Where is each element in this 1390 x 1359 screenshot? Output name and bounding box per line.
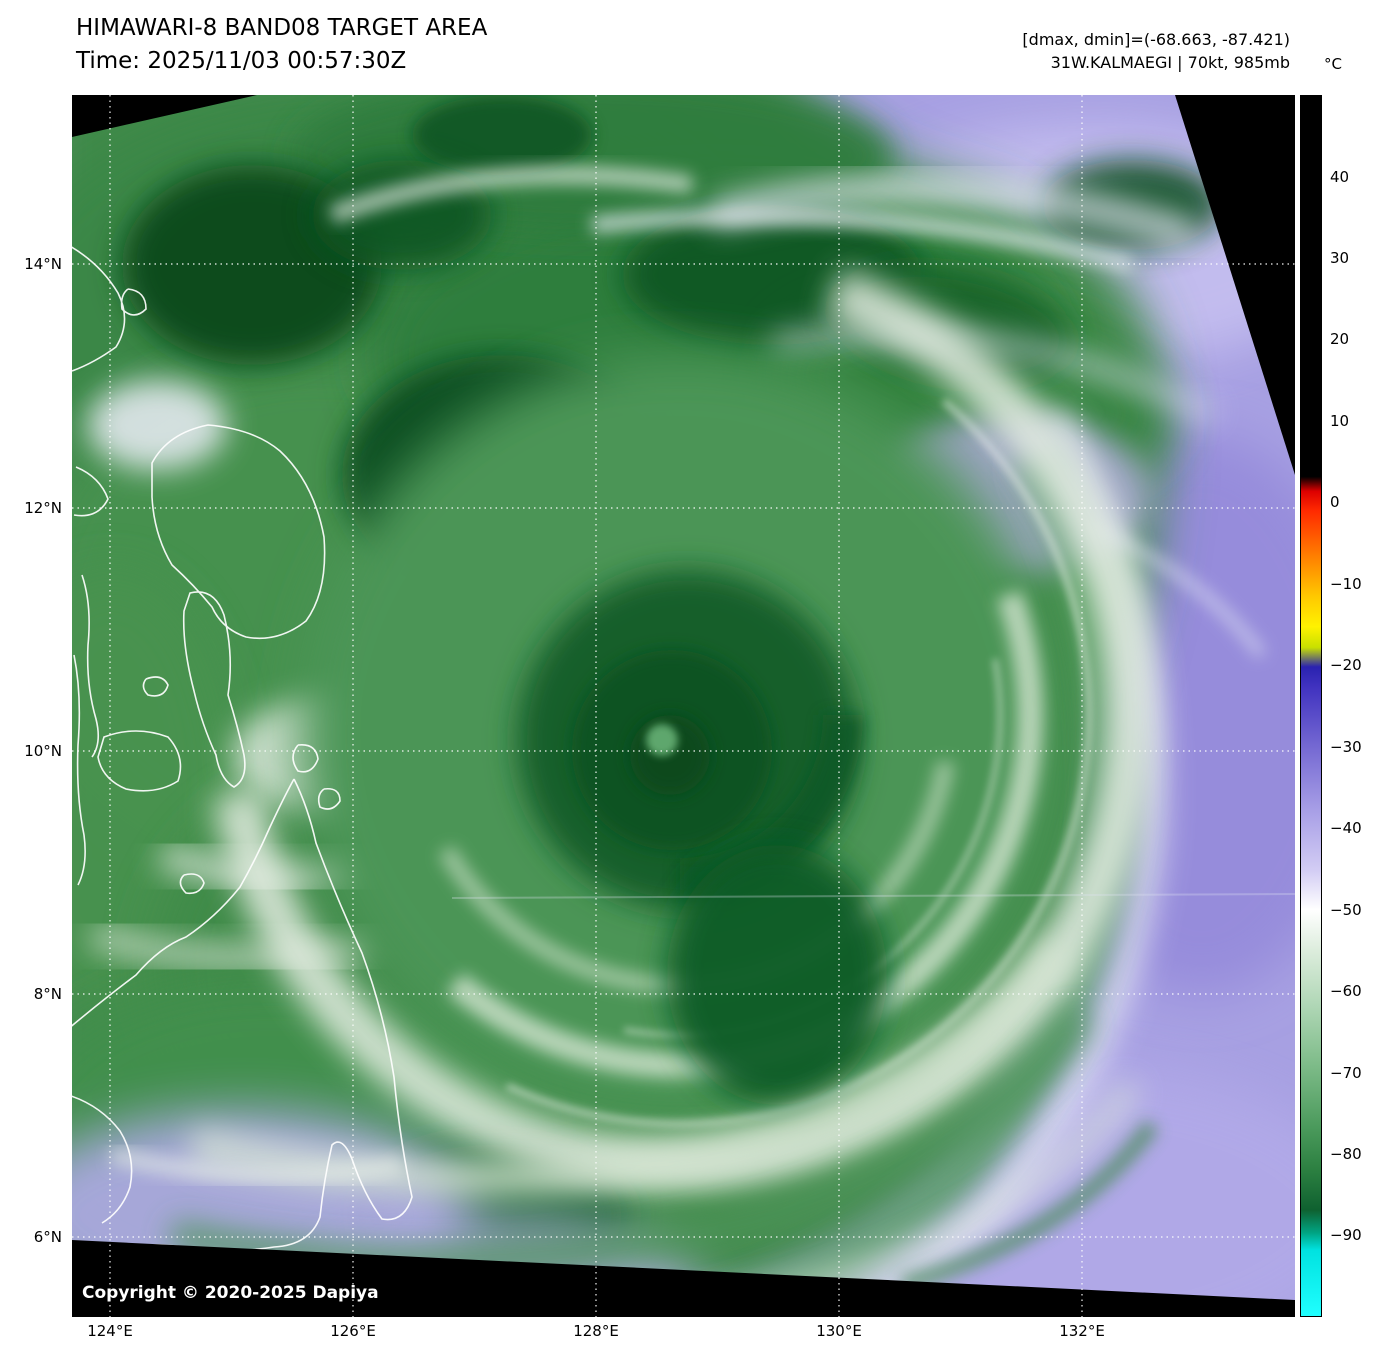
colorbar-unit-label: °C bbox=[1324, 55, 1342, 73]
colorbar-tick-label: −80 bbox=[1330, 1145, 1362, 1163]
figure-header-right: [dmax, dmin]=(-68.663, -87.421) 31W.KALM… bbox=[1022, 28, 1290, 74]
colorbar-tick-label: 30 bbox=[1330, 249, 1350, 267]
coastline-catanduanes bbox=[120, 288, 147, 316]
coastline-mindanao-north bbox=[72, 778, 295, 1027]
coastline-samar bbox=[151, 424, 326, 640]
scan-seam bbox=[451, 893, 1295, 899]
colorbar-tick-label: −20 bbox=[1330, 656, 1362, 674]
coastline-bohol bbox=[97, 730, 182, 792]
coastline-camotes bbox=[142, 676, 169, 697]
no-data-bottom bbox=[72, 1240, 1295, 1317]
lat-tick-label: 8°N bbox=[33, 985, 62, 1003]
colorbar-tick-label: 10 bbox=[1330, 412, 1350, 430]
lat-tick-label: 12°N bbox=[24, 499, 62, 517]
figure-header: HIMAWARI-8 BAND08 TARGET AREA Time: 2025… bbox=[76, 12, 487, 78]
coastline-camiguin bbox=[179, 873, 205, 895]
typhoon-eye bbox=[646, 724, 678, 756]
coastline-siargao bbox=[317, 787, 341, 810]
graticule-gridlines bbox=[72, 95, 1295, 1317]
lat-tick-label: 10°N bbox=[24, 742, 62, 760]
lon-tick-label: 126°E bbox=[330, 1322, 376, 1340]
lon-tick-label: 124°E bbox=[87, 1322, 133, 1340]
lon-tick-label: 130°E bbox=[816, 1322, 862, 1340]
colorbar-tick-label: −10 bbox=[1330, 575, 1362, 593]
coastline-masbate bbox=[73, 466, 109, 517]
coastline-negros bbox=[73, 654, 86, 886]
colorbar-tick-label: 40 bbox=[1330, 168, 1350, 186]
colorbar-tick-label: 20 bbox=[1330, 330, 1350, 348]
no-data-regions bbox=[72, 95, 1295, 1317]
plot-area: Copyright © 2020-2025 Dapiya bbox=[72, 95, 1295, 1317]
copyright-label: Copyright © 2020-2025 Dapiya bbox=[82, 1283, 379, 1303]
dmax-dmin-label: [dmax, dmin]=(-68.663, -87.421) bbox=[1022, 30, 1290, 49]
no-data-top-left bbox=[72, 95, 257, 137]
no-data-top-right bbox=[1175, 95, 1295, 475]
colorbar-tick-label: −70 bbox=[1330, 1064, 1362, 1082]
colorbar-tick-label: 0 bbox=[1330, 493, 1340, 511]
coastline-moro-gulf bbox=[72, 1095, 133, 1224]
colorbar-tick-label: −30 bbox=[1330, 738, 1362, 756]
colorbar-tick-label: −50 bbox=[1330, 901, 1362, 919]
coastline-cebu bbox=[81, 574, 100, 758]
lat-tick-label: 14°N bbox=[24, 255, 62, 273]
colorbar-tick-label: −90 bbox=[1330, 1226, 1362, 1244]
satellite-image bbox=[72, 95, 1295, 1317]
lat-tick-label: 6°N bbox=[33, 1228, 62, 1246]
page-title: HIMAWARI-8 BAND08 TARGET AREA bbox=[76, 15, 488, 41]
time-label: Time: 2025/11/03 00:57:30Z bbox=[76, 48, 407, 74]
colorbar bbox=[1300, 95, 1322, 1317]
colorbar-tick-label: −60 bbox=[1330, 982, 1362, 1000]
coastline-leyte bbox=[182, 591, 246, 788]
lon-tick-label: 128°E bbox=[573, 1322, 619, 1340]
coastline-dinagat bbox=[292, 743, 319, 773]
lon-tick-label: 132°E bbox=[1059, 1322, 1105, 1340]
storm-info-label: 31W.KALMAEGI | 70kt, 985mb bbox=[1050, 53, 1290, 72]
colorbar-tick-label: −40 bbox=[1330, 819, 1362, 837]
